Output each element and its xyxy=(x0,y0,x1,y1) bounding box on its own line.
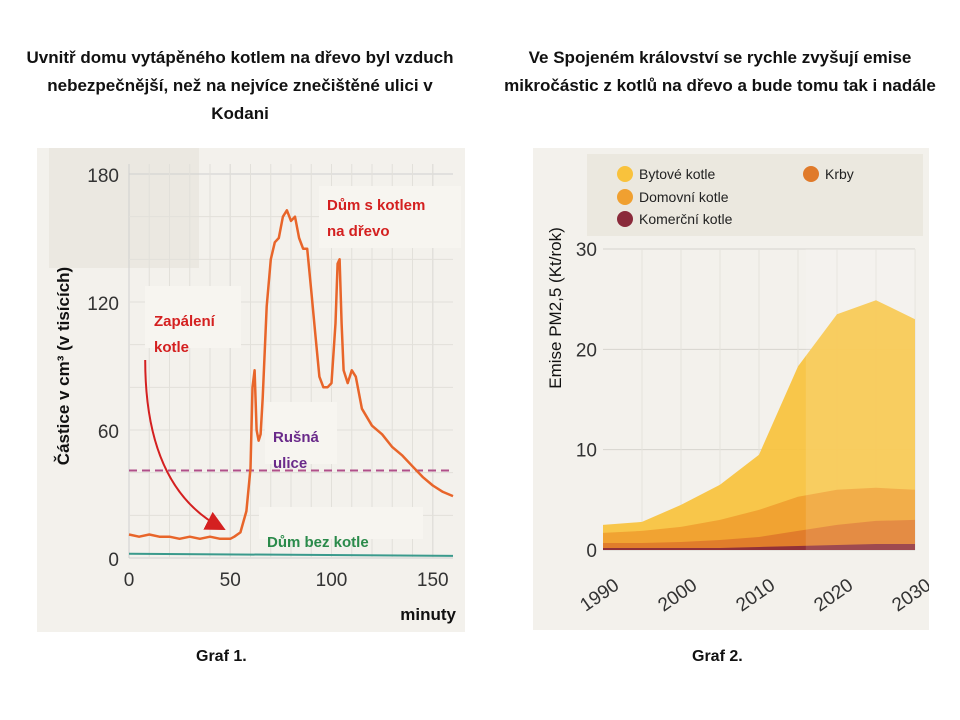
chart1-tint xyxy=(49,148,199,268)
chart1-x-axis-label: minuty xyxy=(400,605,456,624)
chart1-y-tick-label: 60 xyxy=(98,422,119,443)
legend-label: Domovní kotle xyxy=(639,189,729,205)
annotation-box xyxy=(145,286,241,348)
ignition-arrow xyxy=(144,359,226,530)
area-krby xyxy=(603,519,915,550)
chart2-y-tick-label: 20 xyxy=(576,340,597,361)
annotation-label: Dům s kotlem xyxy=(327,197,425,214)
chart1-svg: 0 60 120 180 0 50 100 150 minuty Částice v cm³ (v… xyxy=(37,148,465,632)
chart2-panel: 0 10 20 30 1990 2000 2010 2020 2030 Emise PM2,5 (… xyxy=(533,148,935,630)
annotation-box xyxy=(259,507,423,539)
legend-swatch xyxy=(617,166,633,182)
chart1-caption: Graf 1. xyxy=(196,648,247,665)
series-house-no-boiler xyxy=(128,552,454,557)
chart2-y-tick-label: 10 xyxy=(576,441,597,462)
annotation-label: kotle xyxy=(154,339,189,356)
chart2-y-tick-label: 0 xyxy=(586,541,597,562)
legend-swatch xyxy=(803,166,819,182)
legend-swatch xyxy=(617,211,633,227)
annotation-label: na dřevo xyxy=(327,223,390,240)
chart2-legend-background xyxy=(587,154,923,236)
chart2-caption: Graf 2. xyxy=(692,648,743,665)
area-komerční-kotle xyxy=(603,544,915,550)
chart1-y-tick-label: 0 xyxy=(108,550,119,571)
chart1-y-tick-label: 120 xyxy=(87,294,119,315)
chart1-x-tick-label: 150 xyxy=(417,570,449,591)
chart1-panel: 0 60 120 180 0 50 100 150 minuty Částice v cm³ (v… xyxy=(37,148,465,632)
chart1-x-tick-label: 100 xyxy=(316,570,348,591)
annotation-box xyxy=(265,402,337,464)
chart1-x-tick-label: 50 xyxy=(220,570,241,591)
annotation-label: ulice xyxy=(273,455,307,472)
area-bytové-kotle xyxy=(603,300,915,550)
legend-label: Krby xyxy=(825,166,854,182)
chart1-y-axis-label: Částice v cm³ (v tisících) xyxy=(54,267,73,465)
projection-shade xyxy=(805,249,915,550)
chart1-title: Uvnitř domu vytápěného kotlem na dřevo b… xyxy=(26,48,454,123)
chart2-y-tick-label: 30 xyxy=(576,240,597,261)
annotation-label: Rušná xyxy=(273,429,320,446)
annotation-label: Dům bez kotle xyxy=(267,534,369,551)
chart2-y-axis-label: Emise PM2,5 (Kt/rok) xyxy=(546,227,565,389)
annotation-box xyxy=(319,186,461,248)
series-house-wood-boiler xyxy=(128,209,454,541)
chart1-y-tick-label: 180 xyxy=(87,166,119,187)
chart1-x-tick-label: 0 xyxy=(124,570,135,591)
legend-label: Bytové kotle xyxy=(639,166,715,182)
legend-label: Komerční kotle xyxy=(639,211,733,227)
annotation-label: Zapálení xyxy=(154,313,216,330)
chart2-title: Ve Spojeném království se rychle zvyšují… xyxy=(504,48,936,95)
legend-swatch xyxy=(617,189,633,205)
